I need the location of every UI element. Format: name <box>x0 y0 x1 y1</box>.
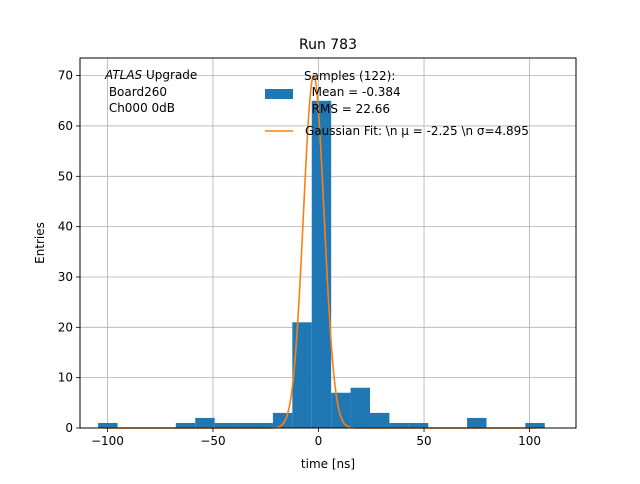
y-tick-label: 30 <box>58 270 73 284</box>
y-axis-label: Entries <box>33 222 47 264</box>
y-tick-label: 60 <box>58 119 73 133</box>
x-tick-label: 0 <box>315 434 323 448</box>
histogram-bar <box>311 100 332 428</box>
annotation-atlas: ATLAS <box>104 68 143 82</box>
annotation-upgrade: Upgrade <box>142 68 197 82</box>
legend-samples-swatch <box>265 89 293 99</box>
histogram-bar <box>175 422 196 428</box>
x-tick-label: −50 <box>200 434 225 448</box>
y-tick-label: 50 <box>58 169 73 183</box>
x-axis-label: time [ns] <box>301 457 355 471</box>
histogram-bar <box>272 412 293 428</box>
x-tick-label: 100 <box>518 434 541 448</box>
histogram-bar <box>292 322 312 428</box>
annotation-channel: Ch000 0dB <box>105 101 175 115</box>
y-axis-ticks: 0 10 20 30 40 50 60 70 <box>58 69 80 435</box>
histogram-bar <box>331 392 351 428</box>
x-axis-ticks: −100 −50 0 50 100 <box>91 428 541 448</box>
atlas-annotation: ATLAS Upgrade Board260 Ch000 0dB <box>104 68 197 115</box>
legend-samples-line2: Mean = -0.384 <box>304 85 401 99</box>
histogram-bar <box>408 422 429 428</box>
histogram-bar <box>467 417 487 428</box>
plot-area-frame <box>79 57 577 429</box>
legend-fit-label: Gaussian Fit: \n μ = -2.25 \n σ=4.895 <box>305 124 529 138</box>
histogram-bar <box>98 422 118 428</box>
y-tick-label: 0 <box>65 421 73 435</box>
annotation-board: Board260 <box>105 85 167 99</box>
svg-text:ATLAS Upgrade: ATLAS Upgrade <box>104 68 197 82</box>
histogram-bar <box>350 387 371 428</box>
x-tick-label: −100 <box>91 434 124 448</box>
y-tick-label: 40 <box>58 220 73 234</box>
x-tick-label: 50 <box>416 434 431 448</box>
histogram-bar <box>195 417 215 428</box>
legend-samples-line1: Samples (122): <box>304 69 395 83</box>
histogram-bar <box>370 412 390 428</box>
histogram-bar <box>234 422 254 428</box>
histogram-bar <box>525 422 545 428</box>
y-tick-label: 70 <box>58 69 73 83</box>
legend-samples-line3: RMS = 22.66 <box>304 102 390 116</box>
y-tick-label: 10 <box>58 371 73 385</box>
y-tick-label: 20 <box>58 320 73 334</box>
legend: Samples (122): Mean = -0.384 RMS = 22.66… <box>265 69 529 138</box>
histogram-bar <box>253 422 273 428</box>
chart-title: Run 783 <box>299 37 357 53</box>
histogram-bar <box>214 422 235 428</box>
histogram-bars <box>98 100 545 428</box>
histogram-bar <box>389 422 409 428</box>
